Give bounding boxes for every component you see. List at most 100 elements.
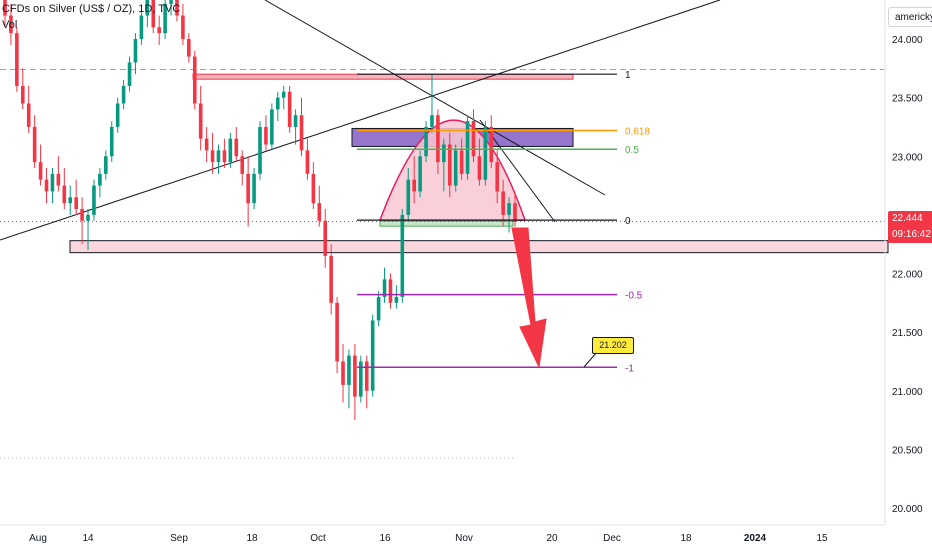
target-price-value: 21.202 [599,340,627,350]
chart-legend: CFDs on Silver (US$ / OZ), 1D, TVC Vol [2,1,180,33]
rounded-top-arc [378,119,527,221]
candle [127,56,132,92]
candle [3,0,7,28]
price-tick-label: 22.000 [892,270,923,281]
candle-body [370,320,375,391]
candle-body [175,0,179,16]
candle [92,179,96,221]
candle-body [471,121,476,157]
candle-body [74,197,78,210]
candle [86,209,90,251]
fib-label: -1 [625,363,634,374]
candle-body [139,15,144,40]
candle [264,115,268,151]
time-tick-label: Nov [455,533,473,544]
currency-select[interactable]: americký [888,7,932,27]
candle [453,144,458,192]
candle-body [157,27,161,34]
candle-body [240,156,245,174]
candle-body [442,144,446,163]
candle [364,355,369,409]
price-tick-label: 21.000 [892,387,923,398]
candle [9,3,13,45]
candle-body [317,203,322,221]
volume-label[interactable]: Vol [2,19,18,31]
symbol-title[interactable]: CFDs on Silver (US$ / OZ), 1D, TVC [2,3,181,15]
candle-body [501,191,505,215]
candle [465,115,470,180]
time-tick-label: 2024 [744,533,767,544]
trend-lines [0,0,721,241]
last-price-value: 22.444 [892,213,923,224]
price-tick-label: 20.000 [892,504,923,515]
candle-body [204,138,209,151]
falling-trendline [264,0,606,196]
candle [169,0,173,16]
candle [418,150,422,198]
candle [163,0,167,39]
candle [370,314,375,397]
candle [270,103,274,151]
candle-body [400,214,405,297]
candle-body [80,209,84,221]
candle-body [68,197,73,204]
candle-body [252,173,256,204]
fib-label: 0.5 [625,145,639,156]
candle-body [86,214,90,221]
time-tick-label: 18 [680,533,692,544]
candle-body [62,185,67,204]
resistance-zone [192,73,574,80]
candle-body [281,91,286,98]
candle-body [293,115,298,127]
time-tick-label: 16 [379,533,391,544]
candle [329,244,333,315]
candle [376,291,381,327]
candle [459,138,464,180]
candle [353,343,357,421]
candle-body [56,173,61,186]
candle [382,267,387,303]
candle-body [246,173,250,204]
candle [62,167,67,210]
candle [293,109,298,145]
candle-body [222,150,227,163]
candle [299,97,304,157]
candle-body [394,296,399,303]
candle-body [121,85,126,104]
candle-body [133,39,138,63]
candle [489,115,494,168]
candle-body [436,115,440,163]
candle-body [38,162,43,180]
candle [68,185,73,215]
time-tick-label: 14 [82,533,94,544]
candle-body [323,220,328,256]
candle [281,85,286,110]
candle [32,115,37,168]
candle-body [32,126,37,163]
candle-body [127,62,132,86]
candle [258,121,262,180]
candle [442,138,446,192]
candle-body [412,179,416,192]
candle [50,167,55,204]
candle [234,126,239,163]
candle-body [430,115,434,127]
candle [447,132,452,198]
candle-body [264,126,268,145]
candle [74,179,78,215]
candle-body [382,279,387,297]
currency-select-label: americký [895,12,932,23]
candle-body [115,103,120,127]
candle-body [299,115,304,151]
candle-body [98,173,102,186]
price-tick-label: 23.500 [892,94,923,105]
candle-body [210,150,215,163]
target-price-callout[interactable]: 21.202 [592,337,634,354]
candle-body [447,144,452,186]
callout-leader [583,351,598,368]
horizontal-lines [0,68,885,459]
fib-label: 1 [625,70,631,81]
candle-body [3,0,7,16]
price-tick-label: 21.500 [892,328,923,339]
